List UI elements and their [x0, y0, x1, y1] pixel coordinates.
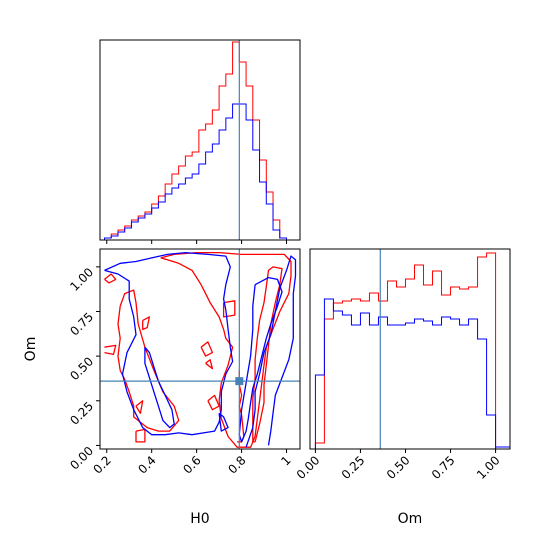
x-axis-label-h0: H0: [190, 511, 209, 527]
contour-line-11: [207, 394, 220, 411]
h0-marginal-histogram-series-1: [103, 103, 294, 240]
contour-line-6: [142, 316, 151, 331]
h0-marginal-ticks: [106, 240, 288, 244]
h0-marginal-panel: [99, 39, 301, 244]
om-marginal-histogram-series-1: [314, 298, 510, 449]
joint-contour-frame: [99, 248, 301, 450]
contour-line-13: [104, 251, 234, 436]
contour-line-7: [135, 400, 144, 414]
contour-line-2: [252, 266, 283, 443]
h0-marginal-frame: [99, 39, 301, 241]
contour-line-5: [104, 344, 117, 356]
h0-marginal-histogram-series-0: [103, 41, 294, 240]
x-axis-label-om: Om: [398, 511, 423, 527]
contour-line-4: [104, 273, 117, 284]
joint-truth-marker: [235, 377, 244, 386]
contour-line-9: [200, 341, 214, 357]
contour-line-17: [218, 412, 229, 432]
joint-contour-plot-area: [100, 249, 300, 449]
contour-line-10: [205, 359, 214, 370]
om-marginal-plot-area: [314, 249, 510, 449]
om-marginal-histogram-series-0: [314, 252, 497, 449]
contour-line-0: [160, 251, 292, 448]
om-marginal-frame: [309, 248, 511, 450]
contour-line-16: [238, 276, 283, 443]
contour-line-15: [144, 346, 175, 429]
contour-line-12: [222, 300, 236, 318]
contour-line-14: [245, 255, 297, 448]
y-axis-label-om: Om: [23, 337, 39, 362]
h0-marginal-plot-area: [103, 40, 294, 240]
contour-line-8: [135, 428, 146, 443]
